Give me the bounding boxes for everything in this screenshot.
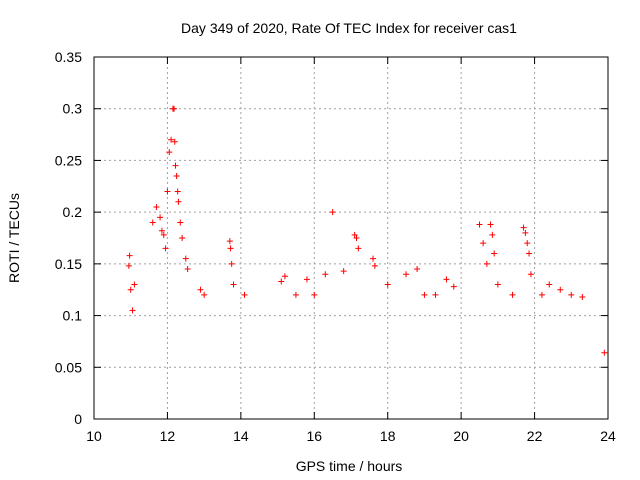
y-tick-label: 0.25	[55, 152, 82, 168]
data-point	[546, 281, 553, 288]
data-point	[127, 286, 134, 293]
data-point	[476, 221, 483, 228]
data-point	[340, 268, 347, 275]
axis-ticks: 10 12 14 16 18 20 22 24 0 0.05 0.1 0.15 0.2 0.25 0.3 0.…	[55, 49, 616, 444]
data-point	[487, 221, 494, 228]
data-point	[126, 252, 133, 259]
y-tick-label: 0.05	[55, 359, 82, 375]
y-axis-label: ROTI / TECUs	[6, 193, 22, 283]
data-point	[173, 172, 180, 179]
data-point	[450, 283, 457, 290]
data-point	[509, 291, 516, 298]
data-point	[182, 255, 189, 262]
data-point	[174, 188, 181, 195]
data-point	[197, 286, 204, 293]
data-point	[226, 238, 233, 245]
data-point	[491, 250, 498, 257]
data-point	[184, 266, 191, 273]
data-point	[179, 235, 186, 241]
x-tick-label: 16	[306, 428, 322, 444]
y-tick-label: 0	[74, 411, 82, 427]
data-point	[355, 245, 362, 252]
data-point	[527, 271, 534, 278]
data-point	[522, 229, 529, 236]
grid-lines	[94, 57, 608, 419]
data-point	[129, 307, 136, 314]
x-tick-label: 14	[233, 428, 249, 444]
data-point	[311, 291, 318, 298]
data-point	[329, 209, 336, 216]
data-point	[278, 278, 285, 285]
data-point	[230, 281, 237, 288]
data-point	[432, 291, 439, 298]
data-point	[538, 291, 545, 298]
data-point	[171, 138, 178, 145]
data-point	[557, 286, 564, 293]
data-point	[292, 291, 299, 298]
data-point	[579, 293, 586, 300]
data-point	[489, 231, 496, 238]
x-tick-label: 18	[380, 428, 396, 444]
data-point	[175, 198, 182, 205]
data-point	[494, 281, 501, 288]
data-point	[353, 235, 360, 241]
data-point	[443, 276, 450, 283]
data-point	[168, 136, 175, 143]
x-tick-label: 10	[86, 428, 102, 444]
data-point	[371, 262, 378, 269]
data-point	[201, 291, 208, 298]
data-point	[153, 203, 160, 210]
data-point	[228, 260, 235, 267]
data-point	[166, 149, 173, 156]
y-tick-label: 0.35	[55, 49, 82, 65]
data-point	[303, 276, 310, 283]
data-point	[281, 273, 288, 280]
data-point	[177, 219, 184, 226]
x-axis-label: GPS time / hours	[296, 458, 403, 474]
data-point	[384, 281, 391, 288]
x-tick-label: 22	[527, 428, 543, 444]
data-point	[241, 291, 248, 298]
data-point	[158, 227, 165, 234]
data-point	[131, 281, 138, 288]
data-point	[227, 245, 234, 252]
data-point	[162, 245, 169, 252]
data-point	[524, 240, 531, 247]
data-point	[160, 231, 167, 238]
data-point	[149, 219, 156, 226]
data-point	[351, 231, 358, 238]
y-tick-label: 0.2	[63, 204, 83, 220]
data-point	[601, 349, 608, 356]
data-point	[171, 105, 178, 112]
data-point	[480, 240, 487, 247]
data-point	[414, 266, 421, 273]
data-point	[403, 271, 410, 278]
data-point	[568, 291, 575, 298]
data-points	[125, 105, 608, 356]
x-tick-label: 20	[453, 428, 469, 444]
data-point	[520, 224, 527, 231]
data-point	[125, 262, 132, 269]
y-tick-label: 0.3	[63, 101, 83, 117]
data-point	[164, 188, 171, 195]
y-tick-label: 0.15	[55, 256, 82, 272]
x-tick-label: 24	[600, 428, 616, 444]
plot-frame	[93, 56, 609, 420]
y-tick-label: 0.1	[63, 308, 83, 324]
data-point	[172, 162, 179, 169]
data-point	[421, 291, 428, 298]
chart-title: Day 349 of 2020, Rate Of TEC Index for r…	[181, 20, 517, 36]
data-point	[370, 255, 377, 262]
data-point	[322, 271, 329, 278]
data-point	[526, 250, 533, 257]
data-point	[483, 260, 490, 267]
data-point	[157, 214, 164, 221]
x-tick-label: 12	[160, 428, 176, 444]
